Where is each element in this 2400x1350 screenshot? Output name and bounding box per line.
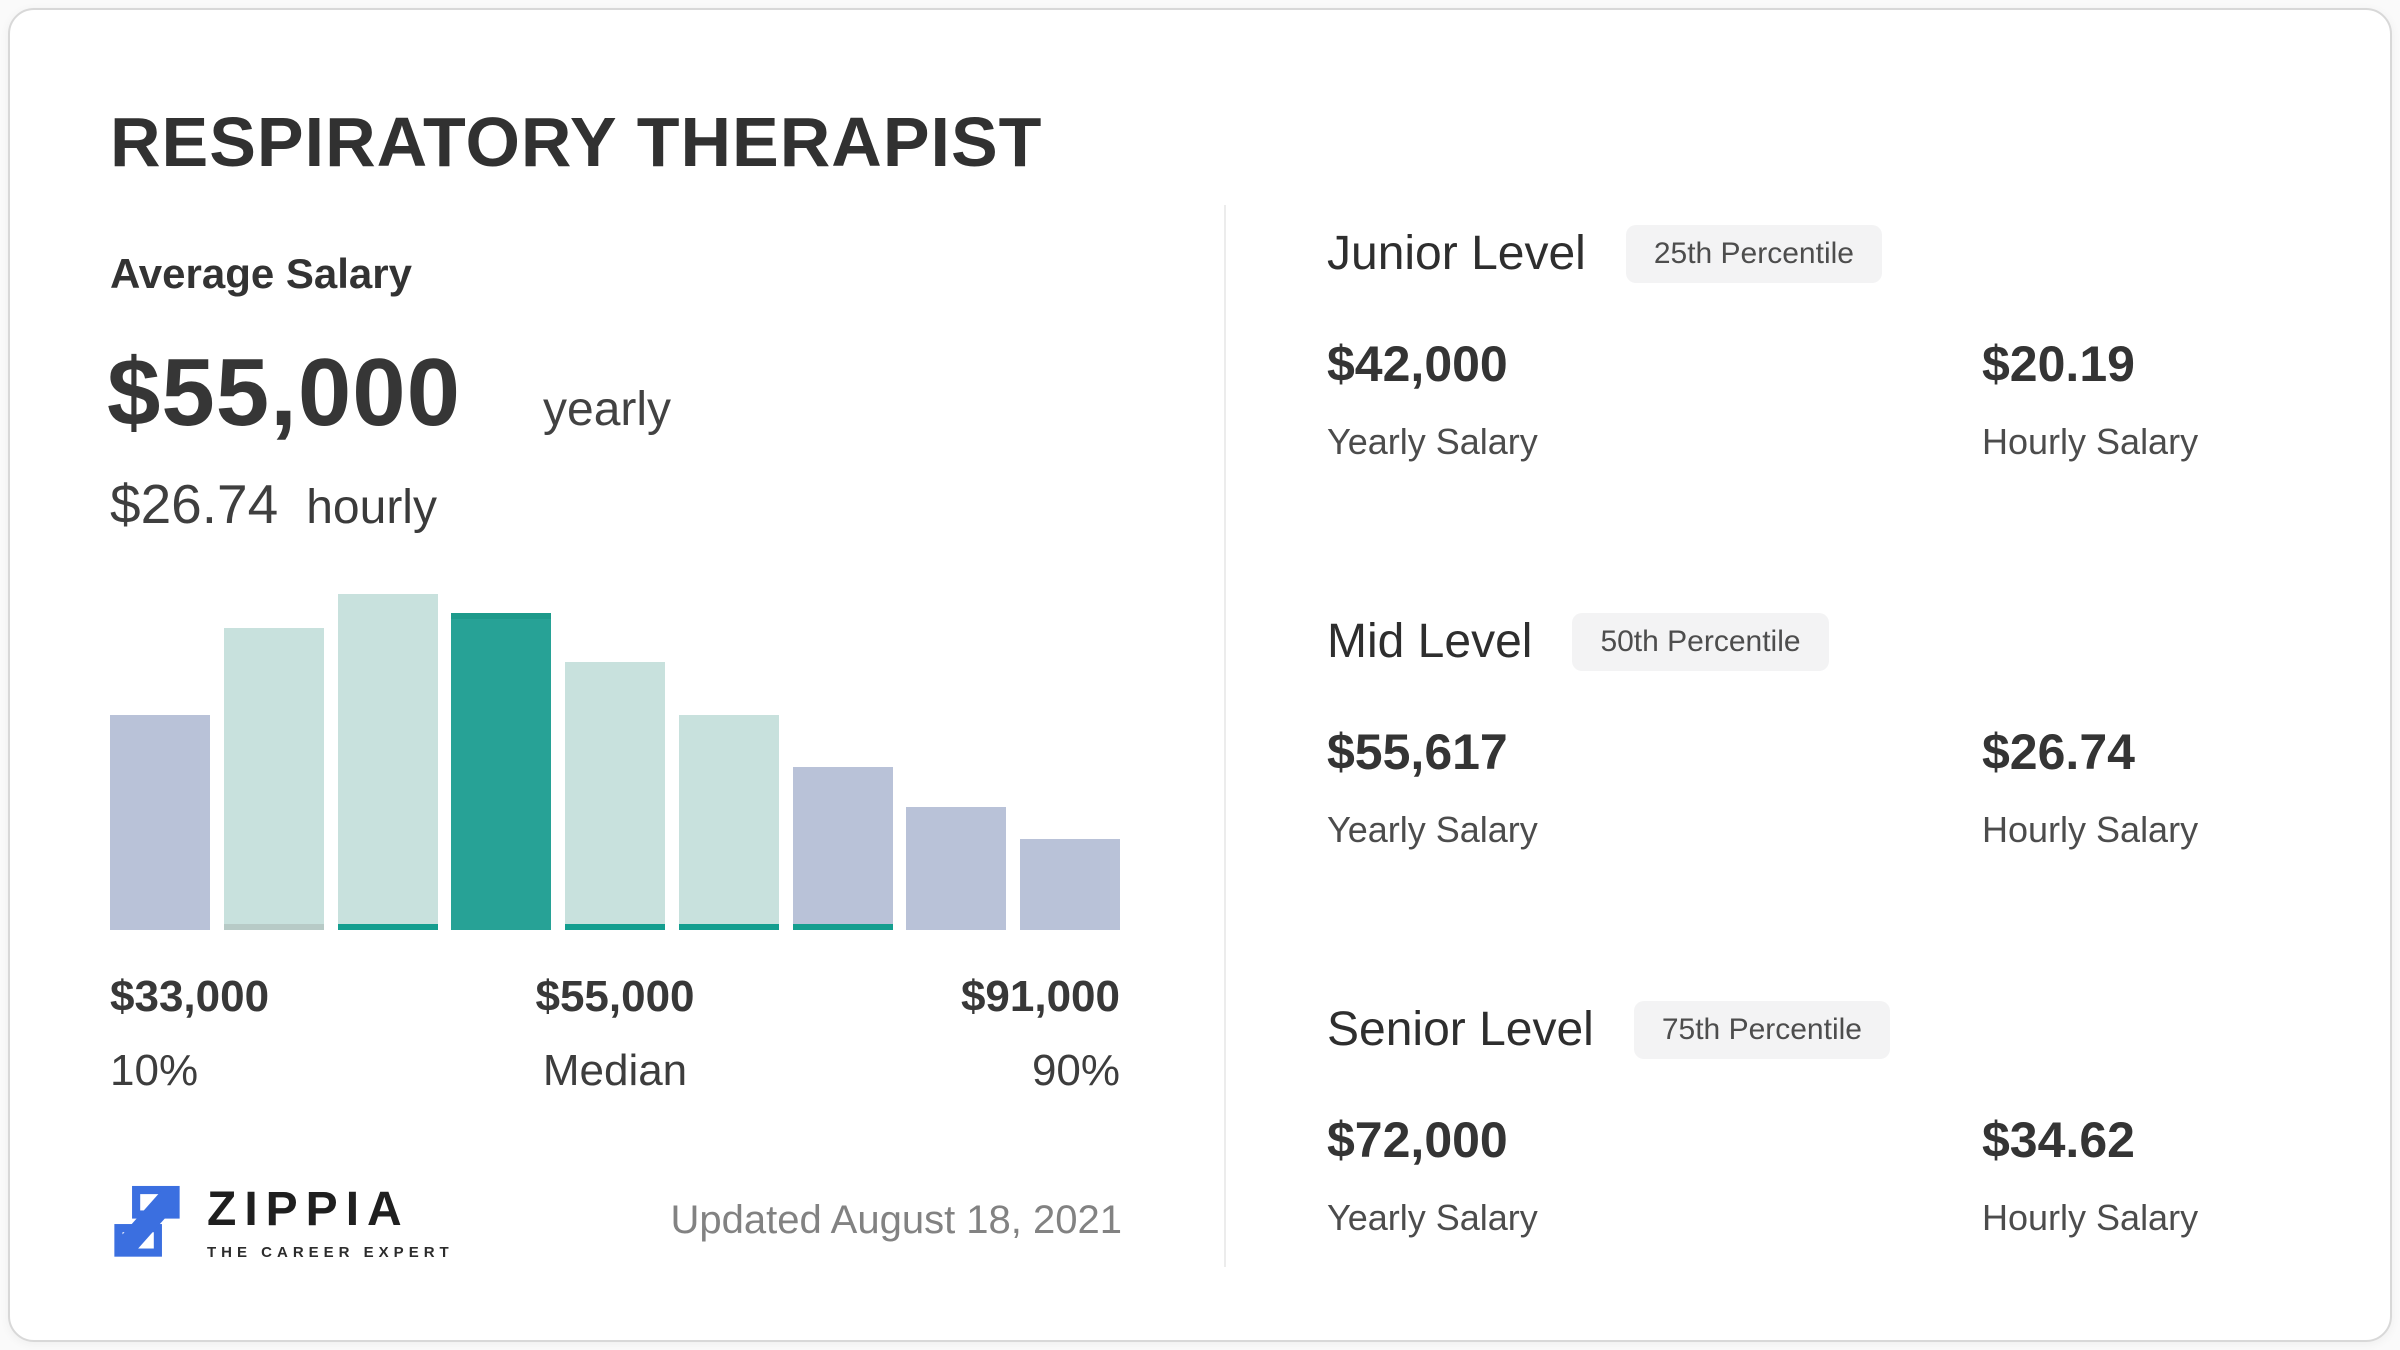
histogram-bar xyxy=(110,715,210,930)
bar-bottom-accent xyxy=(223,924,324,930)
salary-histogram xyxy=(110,590,1120,930)
bar-bottom-accent xyxy=(565,924,665,930)
axis-label-median: $55,000 Median xyxy=(447,972,784,1096)
hourly-salary-value: $34.62 xyxy=(1982,1112,2135,1168)
yearly-salary-label: Yearly Salary xyxy=(1327,809,1538,850)
salary-infographic-card: RESPIRATORY THERAPIST Average Salary $55… xyxy=(8,8,2392,1342)
axis-label-10th-percentile: $33,000 10% xyxy=(110,972,447,1096)
average-hourly-salary-row: $26.74 hourly xyxy=(110,472,437,536)
bar-bottom-accent xyxy=(337,924,438,930)
hourly-salary-label: Hourly Salary xyxy=(1982,1197,2199,1238)
axis-sublabel: Median xyxy=(542,1046,688,1095)
histogram-bar xyxy=(337,594,438,930)
histogram-bar xyxy=(906,807,1007,930)
bar-bottom-accent xyxy=(792,924,893,930)
average-hourly-salary-value: $26.74 xyxy=(110,473,279,535)
updated-date: Updated August 18, 2021 xyxy=(670,1198,1122,1242)
level-header: Junior Level 25th Percentile xyxy=(1327,225,2312,283)
page-title: RESPIRATORY THERAPIST xyxy=(110,103,1043,181)
axis-value: $33,000 xyxy=(110,972,270,1021)
zippia-logo-icon xyxy=(114,1185,180,1257)
axis-sublabel: 10% xyxy=(110,1046,199,1095)
histogram-bar xyxy=(1020,839,1120,930)
zippia-wordmark: ZIPPIA xyxy=(207,1183,410,1236)
percentile-badge: 50th Percentile xyxy=(1572,613,1829,671)
yearly-unit-label: yearly xyxy=(543,383,672,436)
histogram-bar xyxy=(565,662,665,930)
histogram-bar xyxy=(792,767,893,930)
average-salary-label: Average Salary xyxy=(110,250,412,297)
average-yearly-salary-row: $55,000 yearly xyxy=(107,338,671,448)
histogram-bar xyxy=(451,613,552,930)
yearly-salary-value: $72,000 xyxy=(1327,1112,1508,1168)
senior-level-section: Senior Level 75th Percentile $72,000 $34… xyxy=(1327,1001,2312,1241)
level-name: Senior Level xyxy=(1327,1003,1594,1056)
zippia-logo: ZIPPIA THE CAREER EXPERT xyxy=(113,1182,454,1261)
hourly-unit-label: hourly xyxy=(306,481,437,534)
mid-level-section: Mid Level 50th Percentile $55,617 $26.74… xyxy=(1327,613,2312,853)
axis-value: $91,000 xyxy=(960,972,1121,1021)
percentile-badge: 25th Percentile xyxy=(1625,225,1882,283)
bar-top-accent xyxy=(451,613,552,619)
histogram-axis-labels: $33,000 10% $55,000 Median $91,000 90% xyxy=(110,972,1120,1096)
axis-sublabel: 90% xyxy=(1031,1046,1121,1095)
yearly-salary-label: Yearly Salary xyxy=(1327,1197,1538,1238)
bar-bottom-accent xyxy=(678,924,779,930)
level-name: Mid Level xyxy=(1327,615,1533,668)
vertical-divider xyxy=(1224,205,1226,1267)
axis-label-90th-percentile: $91,000 90% xyxy=(783,972,1120,1096)
hourly-salary-label: Hourly Salary xyxy=(1982,421,2199,462)
yearly-salary-value: $42,000 xyxy=(1327,336,1508,392)
percentile-badge: 75th Percentile xyxy=(1633,1001,1890,1059)
level-header: Mid Level 50th Percentile xyxy=(1327,613,2312,671)
level-name: Junior Level xyxy=(1327,227,1586,280)
histogram-bar xyxy=(678,715,779,930)
zippia-tagline: THE CAREER EXPERT xyxy=(207,1244,454,1261)
junior-level-section: Junior Level 25th Percentile $42,000 $20… xyxy=(1327,225,2312,465)
yearly-salary-label: Yearly Salary xyxy=(1327,421,1538,462)
yearly-salary-value: $55,617 xyxy=(1327,724,1508,780)
hourly-salary-value: $20.19 xyxy=(1982,336,2135,392)
zippia-logo-text: ZIPPIA THE CAREER EXPERT xyxy=(207,1182,454,1261)
hourly-salary-label: Hourly Salary xyxy=(1982,809,2199,850)
hourly-salary-value: $26.74 xyxy=(1982,724,2135,780)
axis-value: $55,000 xyxy=(535,972,695,1021)
average-yearly-salary-value: $55,000 xyxy=(107,339,462,446)
level-header: Senior Level 75th Percentile xyxy=(1327,1001,2312,1059)
histogram-bar xyxy=(223,628,324,930)
